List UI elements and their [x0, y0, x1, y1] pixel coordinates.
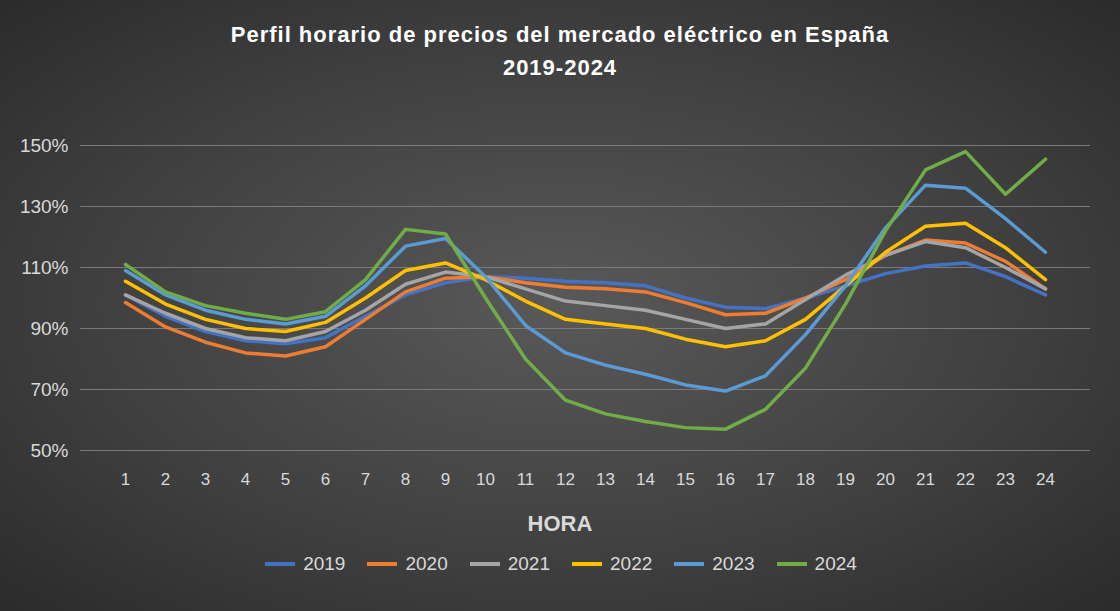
html-text:HORA: HORA [527, 511, 593, 536]
svg-text:110%: 110% [21, 257, 68, 278]
svg-text:90%: 90% [30, 318, 68, 339]
svg-text:23: 23 [996, 470, 1015, 489]
html-text:2024: 2024 [814, 553, 857, 574]
svg-text:16: 16 [716, 470, 735, 489]
svg-text:10: 10 [476, 470, 495, 489]
html-text:2023: 2023 [712, 553, 755, 574]
svg-text:70%: 70% [30, 379, 68, 400]
svg-text:8: 8 [401, 470, 410, 489]
svg-text:11: 11 [517, 470, 535, 489]
svg-text:5: 5 [281, 470, 290, 489]
svg-text:9: 9 [441, 470, 450, 489]
svg-text:22: 22 [956, 470, 975, 489]
svg-text:12: 12 [556, 470, 575, 489]
svg-text:4: 4 [241, 470, 250, 489]
html-text:2019-2024: 2019-2024 [502, 55, 618, 80]
svg-text:3: 3 [201, 470, 210, 489]
svg-text:15: 15 [676, 470, 695, 489]
svg-text:150%: 150% [20, 135, 69, 156]
svg-text:24: 24 [1036, 470, 1055, 489]
svg-text:50%: 50% [30, 440, 68, 461]
svg-text:130%: 130% [20, 196, 69, 217]
html-text:2022: 2022 [610, 553, 653, 574]
html-text:2019: 2019 [303, 553, 346, 574]
svg-text:19: 19 [836, 470, 855, 489]
svg-text:21: 21 [916, 470, 935, 489]
svg-text:13: 13 [596, 470, 615, 489]
svg-text:18: 18 [796, 470, 815, 489]
svg-text:1: 1 [121, 470, 130, 489]
svg-text:17: 17 [756, 470, 775, 489]
svg-text:20: 20 [876, 470, 895, 489]
html-text:2021: 2021 [507, 553, 550, 574]
html-text:2020: 2020 [405, 553, 448, 574]
html-text:Perfil horario de precios del: Perfil horario de precios del mercado el… [230, 22, 890, 47]
svg-text:7: 7 [361, 470, 370, 489]
svg-text:6: 6 [321, 470, 330, 489]
svg-text:2: 2 [161, 470, 170, 489]
svg-text:14: 14 [636, 470, 655, 489]
